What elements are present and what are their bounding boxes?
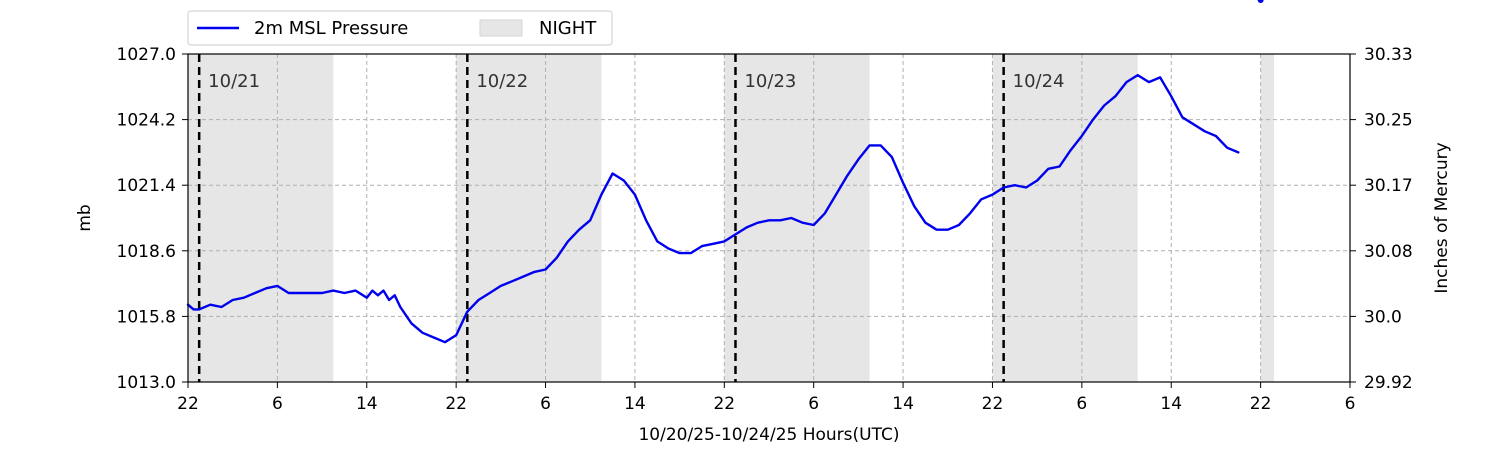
y-axis-title-right: Inches of Mercury xyxy=(1432,142,1452,293)
day-label: 10/22 xyxy=(476,71,528,92)
legend-night-swatch xyxy=(479,19,523,37)
legend: 2m MSL Pressure NIGHT xyxy=(187,10,613,46)
y-tick-label-left: 1024.2 xyxy=(117,111,176,131)
x-tick-label: 6 xyxy=(540,394,551,414)
y-axis-title-left: mb xyxy=(75,204,95,231)
day-markers: 10/21 10/22 10/23 10/24 xyxy=(197,54,1065,382)
y-axis-right: 29.92 30.0 30.08 30.17 30.25 30.33 xyxy=(1350,45,1413,393)
x-axis: 22 6 14 22 6 14 22 6 14 22 6 14 22 6 xyxy=(177,382,1355,414)
plot-frame xyxy=(187,53,1351,383)
day-label: 10/21 xyxy=(208,71,260,92)
y-tick-label-right: 30.17 xyxy=(1364,176,1413,196)
x-tick-label: 22 xyxy=(982,394,1004,414)
x-tick-label: 6 xyxy=(1345,394,1356,414)
y-tick-label-right: 30.33 xyxy=(1364,45,1413,65)
x-axis-title: 10/20/25-10/24/25 Hours(UTC) xyxy=(638,425,899,445)
series-layer xyxy=(186,0,1264,344)
y-tick-label-left: 1018.6 xyxy=(117,242,176,262)
y-tick-label-left: 1013.0 xyxy=(117,373,176,393)
y-tick-label-right: 30.25 xyxy=(1364,111,1413,131)
x-tick-label: 14 xyxy=(892,394,914,414)
x-tick-label: 22 xyxy=(1250,394,1272,414)
legend-pressure-label: 2m MSL Pressure xyxy=(254,18,408,39)
night-band xyxy=(992,54,1138,382)
y-tick-label-right: 29.92 xyxy=(1364,373,1413,393)
x-tick-label: 6 xyxy=(808,394,819,414)
day-label: 10/23 xyxy=(744,71,796,92)
night-band xyxy=(1260,54,1275,382)
y-axis-left: 1013.0 1015.8 1018.6 1021.4 1024.2 1027.0 xyxy=(117,45,188,393)
series-line xyxy=(186,73,1240,344)
x-tick-label: 22 xyxy=(713,394,735,414)
x-tick-label: 6 xyxy=(272,394,283,414)
night-bands xyxy=(188,54,1275,382)
x-tick-label: 22 xyxy=(177,394,199,414)
night-band xyxy=(456,54,602,382)
x-tick-label: 14 xyxy=(624,394,646,414)
night-band xyxy=(188,54,334,382)
x-tick-label: 14 xyxy=(356,394,378,414)
y-tick-label-left: 1021.4 xyxy=(117,176,176,196)
x-tick-label: 22 xyxy=(445,394,467,414)
night-band xyxy=(724,54,870,382)
y-tick-label-right: 30.0 xyxy=(1364,307,1402,327)
y-tick-label-left: 1027.0 xyxy=(117,45,176,65)
y-tick-label-right: 30.08 xyxy=(1364,242,1413,262)
x-tick-label: 6 xyxy=(1076,394,1087,414)
x-tick-label: 14 xyxy=(1160,394,1182,414)
y-tick-label-left: 1015.8 xyxy=(117,307,176,327)
series-end-point xyxy=(1257,0,1264,3)
day-label: 10/24 xyxy=(1013,71,1065,92)
legend-night-label: NIGHT xyxy=(539,18,597,39)
